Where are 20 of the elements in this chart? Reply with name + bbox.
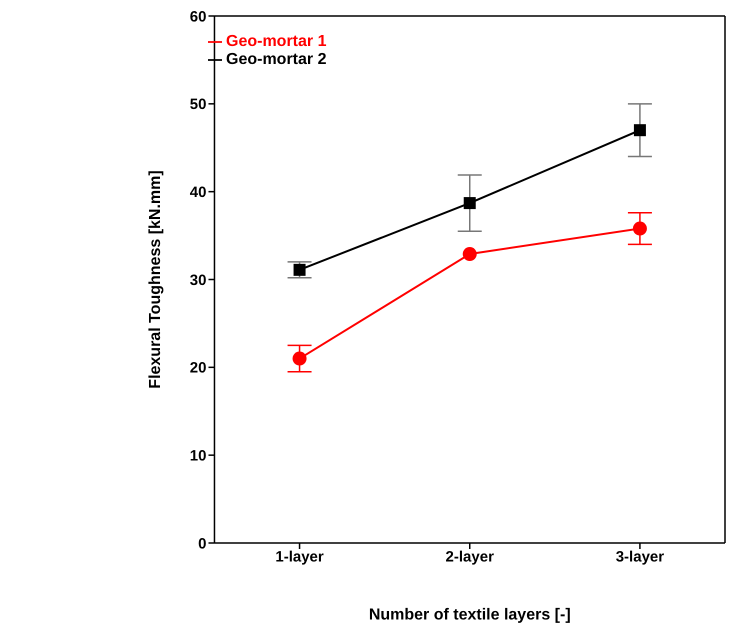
y-tick-label: 60 (190, 8, 206, 26)
point (634, 124, 646, 136)
y-tick-label: 10 (190, 447, 206, 464)
point (462, 247, 477, 262)
y-tick-label: 50 (190, 96, 206, 114)
text: Geo-mortar 1 (226, 33, 326, 50)
y-tick-label: 30 (190, 272, 206, 289)
y-axis-title: Flexural Toughness [kN.mm] (147, 170, 164, 389)
point (464, 197, 476, 210)
x-axis-title: Number of textile layers [-] (368, 606, 571, 624)
x-tick-label: 1-layer (275, 548, 324, 566)
x-tick-label: 3-layer (616, 548, 664, 566)
y-tick-label: 40 (190, 184, 206, 201)
text: Geo-mortar 2 (226, 51, 326, 68)
x-tick-label: 2-layer (446, 548, 494, 566)
y-tick-label: 0 (198, 535, 206, 552)
point (292, 352, 307, 366)
point (632, 222, 647, 236)
point (294, 264, 306, 276)
y-tick-label: 20 (190, 360, 206, 377)
